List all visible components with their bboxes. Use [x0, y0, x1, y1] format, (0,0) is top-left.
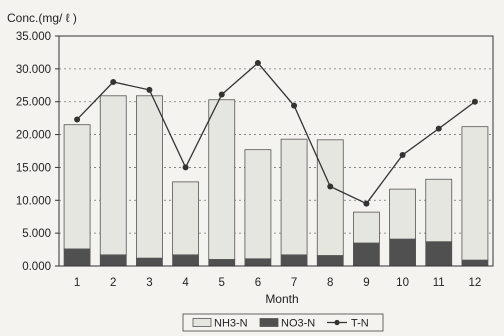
bar-nh3-n: [280, 138, 308, 256]
bar-nh3-n: [99, 95, 127, 256]
tn-line: [74, 59, 478, 207]
legend-swatch-nh3-n: [192, 318, 212, 327]
x-axis-ticks: 1 2 3 4 5 6 7 8 9 10 11 12: [74, 277, 481, 289]
tn-point: [182, 164, 189, 171]
tn-point: [218, 91, 225, 98]
tn-point: [363, 200, 370, 207]
x-tick-label: 3: [146, 277, 152, 289]
bar-no3-n: [389, 238, 416, 267]
y-axis-ticks: 0.000 5.000 10.000 15.000 20.000 25.000 30.000…: [16, 31, 59, 273]
tn-point: [146, 86, 153, 93]
tn-point: [471, 98, 478, 105]
legend-swatch-no3-n: [259, 318, 279, 327]
x-tick-label: 2: [110, 277, 116, 289]
bar-nh3-n: [425, 178, 453, 243]
bar-no3-n: [172, 254, 199, 267]
legend: NH3-N NO3-N T-N: [182, 313, 384, 332]
bar-no3-n: [353, 242, 380, 267]
bar-no3-n: [244, 258, 272, 267]
bar-no3-n: [99, 254, 127, 267]
x-tick-label: 4: [182, 277, 189, 289]
bar-nh3-n: [353, 211, 380, 244]
bars: [63, 95, 489, 267]
legend-label-no3-n: NO3-N: [281, 318, 315, 330]
bar-no3-n: [461, 259, 489, 267]
legend-marker-t-n: [334, 319, 340, 326]
y-axis-title: Conc.(mg/ ℓ ): [7, 11, 77, 25]
bar-no3-n: [136, 257, 163, 267]
gridlines: [59, 68, 493, 234]
y-tick-label: 5.000: [22, 228, 51, 240]
x-tick-label: 7: [291, 277, 297, 289]
bar-nh3-n: [172, 181, 199, 256]
tn-point: [110, 79, 117, 85]
x-tick-label: 5: [219, 277, 225, 289]
bar-no3-n: [425, 241, 453, 267]
x-tick-label: 11: [433, 277, 445, 289]
y-tick-label: 10.000: [16, 195, 51, 207]
y-tick-label: 15.000: [16, 162, 51, 174]
bar-nh3-n: [461, 126, 489, 261]
x-axis-title: Month: [265, 292, 298, 306]
legend-label-t-n: T-N: [351, 318, 369, 330]
y-tick-label: 30.000: [16, 64, 51, 76]
bar-nh3-n: [389, 188, 416, 240]
legend-label-nh3-n: NH3-N: [214, 318, 248, 330]
bar-nh3-n: [136, 95, 163, 259]
bar-nh3-n: [316, 139, 344, 256]
tn-point: [399, 151, 406, 158]
tn-point: [254, 59, 261, 66]
bar-nh3-n: [244, 149, 272, 260]
bar-nh3-n: [208, 99, 236, 260]
tn-line-path: [76, 62, 476, 205]
x-tick-label: 1: [74, 277, 80, 289]
y-tick-label: 20.000: [16, 130, 51, 142]
x-tick-label: 6: [255, 277, 261, 289]
plot-frame: [58, 35, 494, 267]
bar-nh3-n: [63, 124, 91, 250]
tn-point: [327, 183, 334, 190]
x-tick-label: 9: [363, 277, 369, 289]
legend-box: [182, 313, 384, 332]
x-tick-label: 8: [327, 277, 333, 289]
bar-no3-n: [63, 248, 91, 267]
bar-no3-n: [280, 254, 308, 267]
y-tick-label: 25.000: [16, 97, 51, 109]
bar-no3-n: [316, 255, 344, 267]
bar-no3-n: [208, 259, 236, 267]
y-tick-label: 35.000: [16, 31, 51, 43]
x-tick-label: 12: [469, 277, 482, 289]
x-tick-label: 10: [396, 277, 409, 289]
tn-point: [74, 116, 81, 123]
tn-point: [435, 125, 442, 132]
y-tick-label: 0.000: [22, 261, 51, 273]
tn-point: [291, 102, 298, 109]
